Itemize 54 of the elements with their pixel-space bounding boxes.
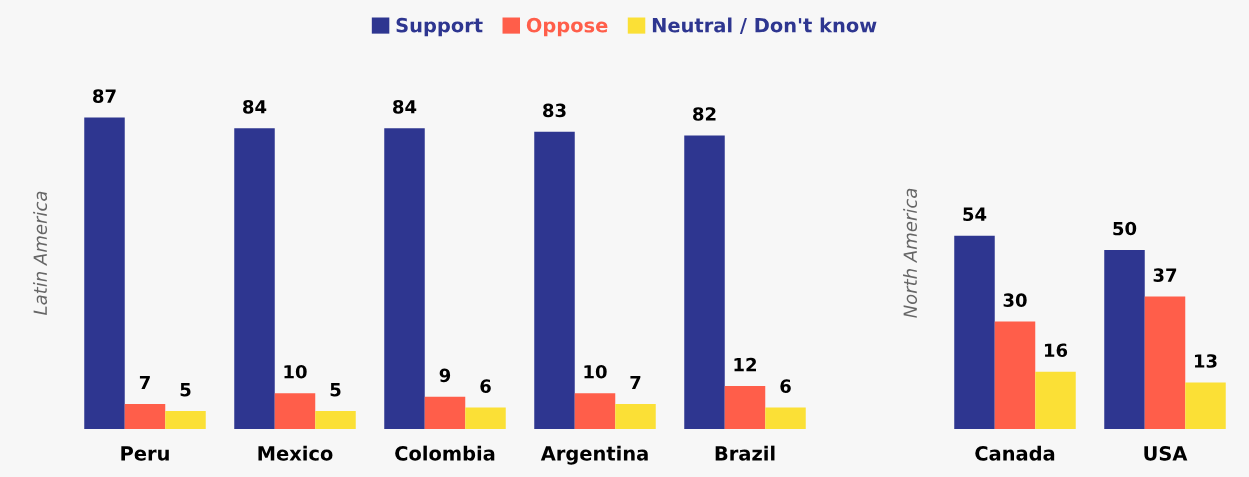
x-tick-label: Brazil [715, 445, 775, 461]
data-label: 13 [1194, 354, 1217, 368]
bar [684, 135, 725, 429]
x-tick-label: Colombia [395, 445, 495, 461]
x-tick-label: Canada [975, 445, 1055, 461]
bar [1144, 296, 1186, 429]
data-label: 54 [963, 207, 987, 222]
data-label: 5 [330, 383, 341, 397]
x-tick-label: USA [1144, 446, 1188, 461]
x-tick-label: Peru [121, 446, 169, 461]
bar [615, 403, 656, 429]
legend-label: Neutral / Don't know [652, 17, 877, 35]
bar [724, 386, 766, 429]
bar [234, 128, 275, 429]
bar [994, 321, 1036, 429]
bar [1185, 382, 1226, 429]
bar [534, 131, 575, 429]
bar [165, 411, 206, 429]
data-label: 50 [1113, 221, 1137, 236]
data-label: 6 [780, 379, 791, 393]
bar [384, 128, 425, 429]
data-label: 5 [180, 383, 191, 397]
y-axis-title: North America [903, 188, 918, 318]
bar [954, 235, 995, 429]
data-label: 6 [480, 379, 491, 393]
y-axis-title: Latin America [33, 191, 48, 315]
data-label: 7 [139, 375, 150, 390]
x-tick-label: Mexico [258, 445, 333, 461]
data-label: 10 [284, 364, 307, 379]
bar [274, 393, 316, 429]
data-label: 84 [393, 99, 417, 114]
bar [84, 117, 125, 429]
data-label: 10 [584, 364, 607, 379]
bar [765, 407, 806, 429]
legend-label: Oppose [526, 17, 608, 37]
data-label: 82 [693, 107, 716, 121]
x-tick-label: Argentina [540, 445, 648, 465]
data-label: 16 [1044, 343, 1068, 358]
data-label: 9 [439, 368, 451, 383]
bar [1104, 249, 1145, 429]
bar [424, 396, 466, 429]
bar [124, 403, 166, 429]
data-label: 30 [1003, 293, 1027, 307]
bar [465, 407, 506, 429]
legend-label: Support [396, 17, 483, 37]
data-label: 83 [543, 103, 566, 118]
data-label: 37 [1153, 268, 1177, 282]
bar [1035, 371, 1076, 429]
data-label: 84 [243, 99, 267, 114]
data-label: 12 [734, 357, 756, 372]
bar [574, 393, 616, 429]
data-label: 87 [93, 89, 116, 103]
bar [315, 411, 356, 429]
data-label: 7 [630, 375, 641, 390]
